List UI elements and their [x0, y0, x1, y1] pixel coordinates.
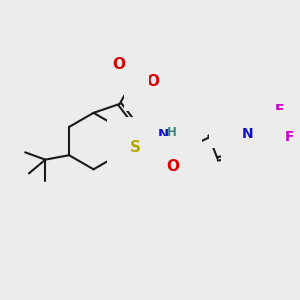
- Text: S: S: [130, 140, 141, 155]
- Text: F: F: [274, 103, 284, 117]
- Text: O: O: [146, 74, 160, 88]
- Text: H: H: [167, 126, 177, 140]
- Text: F: F: [285, 130, 294, 144]
- Text: N: N: [242, 128, 253, 141]
- Text: N: N: [158, 128, 169, 141]
- Text: O: O: [112, 57, 126, 72]
- Text: O: O: [167, 159, 179, 174]
- Text: N: N: [230, 113, 241, 127]
